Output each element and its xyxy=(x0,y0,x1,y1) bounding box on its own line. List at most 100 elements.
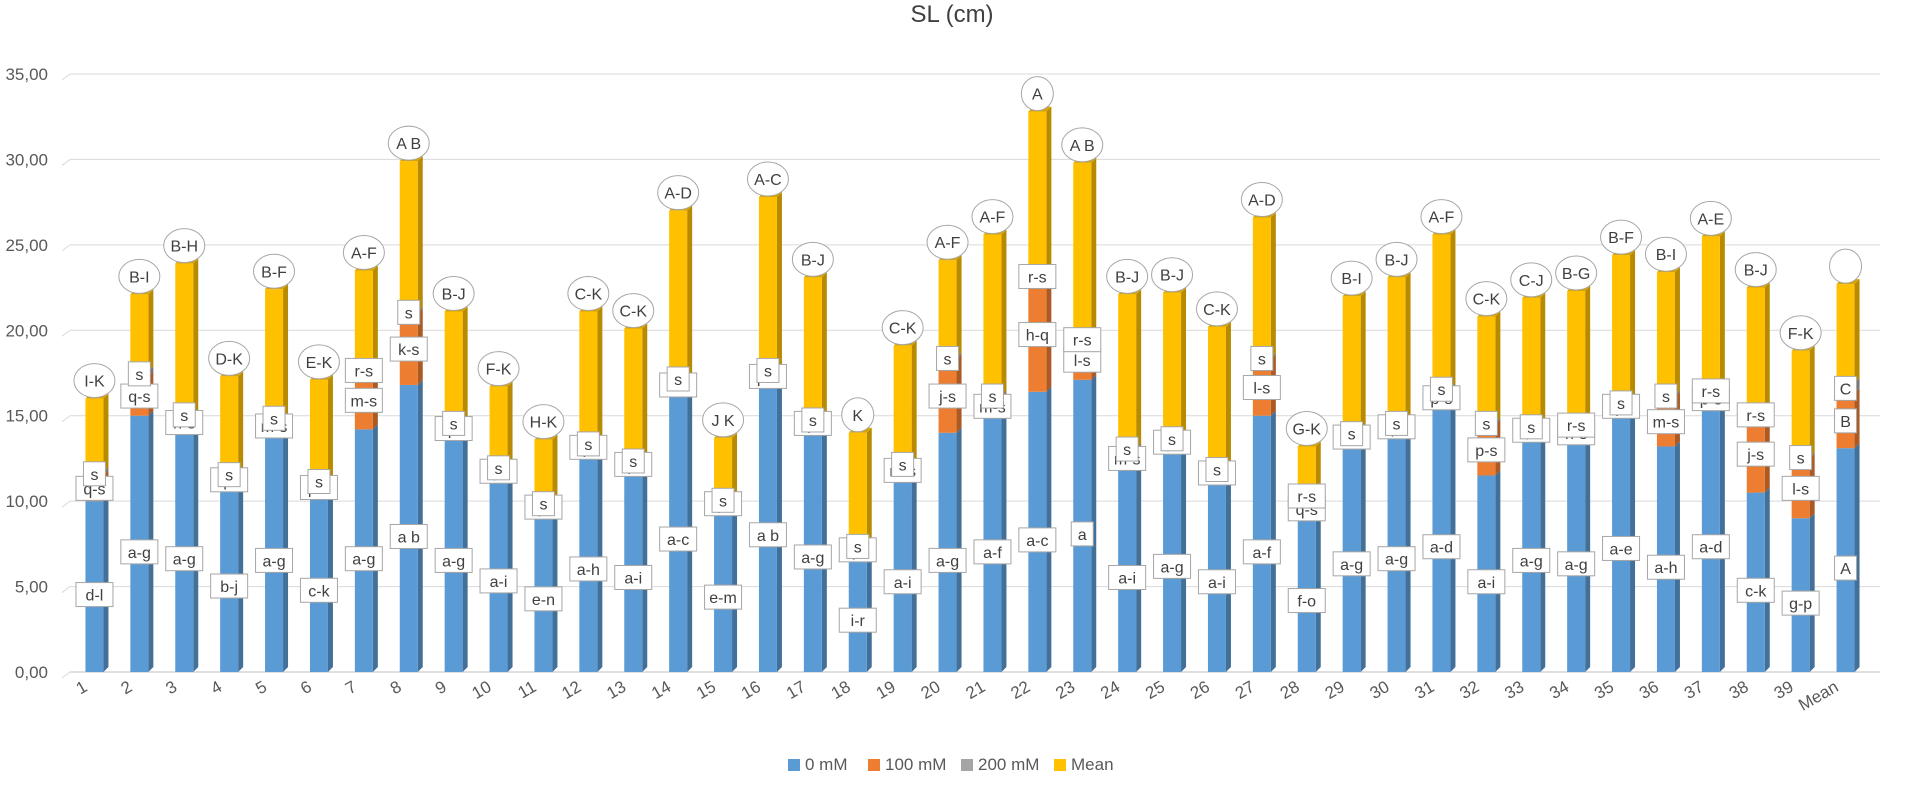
data-label-box xyxy=(1557,551,1596,577)
legend-item: 100 mM xyxy=(868,755,946,774)
bar-stack xyxy=(938,255,962,672)
data-label: a-i xyxy=(624,570,642,587)
x-tick-label: 10 xyxy=(469,677,495,703)
data-label-box xyxy=(1063,347,1102,373)
y-axis-ticks: 0,00 5,00 10,00 15,00 20,00 25,00 30,00 35,00 xyxy=(5,65,48,682)
bar-stack xyxy=(265,284,289,672)
x-tick-label: 36 xyxy=(1636,677,1662,703)
data-label: e-m xyxy=(709,590,737,607)
data-label-box xyxy=(1153,553,1192,579)
data-label: J K xyxy=(711,413,734,430)
data-label: s xyxy=(899,457,907,474)
data-label-bubble xyxy=(926,224,969,260)
data-label: G-K xyxy=(1293,421,1322,438)
data-label: a-g xyxy=(801,550,824,567)
bar-segment xyxy=(1252,217,1271,358)
data-label: r-s xyxy=(355,363,374,380)
data-label-box xyxy=(434,547,473,573)
data-label-box xyxy=(1736,577,1775,603)
bar-side xyxy=(1315,441,1321,488)
bar-segment xyxy=(1028,111,1047,276)
bar-segment xyxy=(1477,316,1496,423)
bar-segment xyxy=(1163,292,1182,438)
data-label-box xyxy=(1781,590,1820,616)
data-label-box xyxy=(1834,555,1858,581)
x-tick-label: 17 xyxy=(783,677,809,703)
data-label: d-l xyxy=(86,588,104,605)
bar-stack xyxy=(1477,311,1501,672)
data-label-box xyxy=(1736,441,1775,467)
x-tick-label: 31 xyxy=(1412,677,1438,703)
data-label: a-i xyxy=(1118,570,1136,587)
x-tick-label: 26 xyxy=(1187,677,1213,703)
data-label: B-F xyxy=(261,264,287,281)
bar-segment xyxy=(354,270,373,370)
bar-segment xyxy=(758,197,777,370)
bar-segment xyxy=(669,210,688,379)
bar-segment xyxy=(1567,290,1586,425)
data-label: i-r xyxy=(851,613,866,630)
data-label: F-K xyxy=(1788,326,1814,343)
bar-segment xyxy=(1522,297,1541,426)
gridline-depth xyxy=(61,586,71,593)
bar-segment xyxy=(1612,255,1631,403)
data-label-box xyxy=(1250,345,1274,371)
data-label-box xyxy=(1691,534,1730,560)
bar-side xyxy=(1405,272,1411,423)
data-label: a-h xyxy=(1654,560,1677,577)
data-label: C xyxy=(1840,381,1852,398)
data-label: a-i xyxy=(894,575,912,592)
data-label-bubble xyxy=(118,258,161,294)
x-tick-label: 24 xyxy=(1097,677,1123,703)
data-label-box xyxy=(1385,410,1409,436)
data-label-box xyxy=(262,405,286,431)
bar-side xyxy=(1270,212,1276,358)
data-label-box xyxy=(973,539,1012,565)
data-label-box xyxy=(704,584,743,610)
data-label: C-J xyxy=(1519,273,1544,290)
data-label-box xyxy=(1340,421,1364,447)
data-label-box xyxy=(801,407,825,433)
bar-side xyxy=(956,255,962,358)
data-label: a-g xyxy=(352,552,375,569)
data-label-box xyxy=(838,607,877,633)
data-label-box xyxy=(1789,445,1813,471)
data-label: s xyxy=(270,411,278,428)
legend-swatch xyxy=(868,759,880,771)
data-label-box xyxy=(127,361,151,387)
y-tick-label: 10,00 xyxy=(5,492,48,511)
data-label: a-f xyxy=(1253,545,1272,562)
data-label-box xyxy=(1377,546,1416,572)
data-label-box xyxy=(846,533,870,559)
data-label-box xyxy=(120,383,159,409)
data-label: s xyxy=(450,416,458,433)
data-label: r-s xyxy=(1702,384,1721,401)
data-label: D-K xyxy=(215,351,243,368)
data-label: s xyxy=(719,493,727,510)
x-tick-label: Mean xyxy=(1795,677,1841,715)
data-label: B-J xyxy=(1385,252,1409,269)
bar-side xyxy=(1360,291,1366,433)
data-label-bubble xyxy=(1151,257,1194,293)
x-tick-label: 29 xyxy=(1322,677,1348,703)
data-label-box xyxy=(1018,322,1057,348)
data-label-box xyxy=(1160,426,1184,452)
bar-segment xyxy=(1073,162,1092,339)
data-label-box xyxy=(936,345,960,371)
data-label: B-I xyxy=(1341,271,1361,288)
bar-segment xyxy=(220,376,239,474)
data-label-box xyxy=(1691,378,1730,404)
x-tick-label: 19 xyxy=(873,677,899,703)
bar-side xyxy=(1225,321,1231,469)
legend-label: 200 mM xyxy=(978,755,1039,774)
bar-side xyxy=(687,205,693,379)
data-label-bubble xyxy=(1510,262,1553,298)
data-label-box xyxy=(255,547,294,573)
x-tick-label: 27 xyxy=(1232,677,1258,703)
data-label: B-H xyxy=(170,239,198,256)
data-label-box xyxy=(165,546,204,572)
data-label-box xyxy=(1063,327,1102,353)
data-label: a b xyxy=(398,529,420,546)
